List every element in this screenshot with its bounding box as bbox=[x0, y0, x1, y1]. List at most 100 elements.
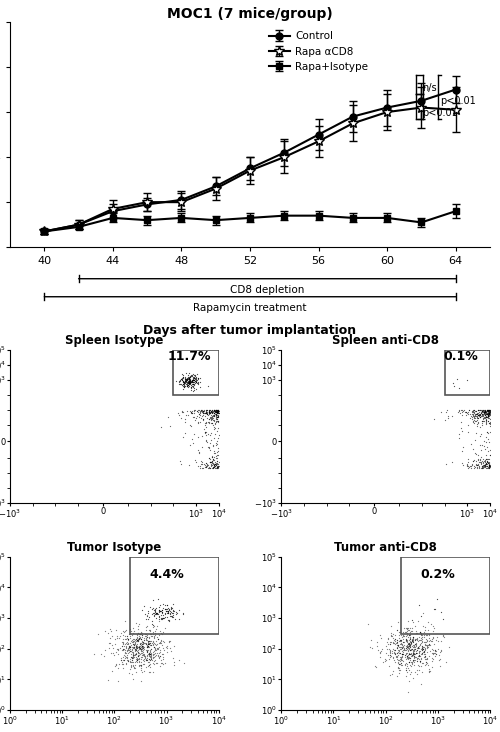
Point bbox=[214, 405, 222, 417]
Point bbox=[400, 643, 408, 655]
Point bbox=[418, 642, 426, 654]
Point bbox=[472, 419, 480, 430]
Point bbox=[417, 643, 425, 654]
Point bbox=[158, 629, 166, 640]
Point bbox=[481, 460, 489, 472]
Point bbox=[136, 629, 144, 640]
Point bbox=[119, 644, 127, 656]
Point bbox=[433, 594, 441, 605]
Point bbox=[185, 375, 193, 386]
Point bbox=[476, 411, 484, 423]
Point bbox=[152, 657, 160, 668]
Point bbox=[212, 438, 220, 450]
Point bbox=[179, 376, 187, 387]
Point bbox=[134, 635, 142, 647]
Point bbox=[130, 635, 138, 647]
Point bbox=[150, 641, 158, 653]
Point bbox=[150, 658, 158, 670]
Point bbox=[397, 638, 405, 650]
Point bbox=[482, 449, 490, 461]
Point bbox=[135, 657, 143, 668]
Point bbox=[134, 651, 142, 662]
Point bbox=[482, 408, 490, 419]
Point bbox=[158, 606, 166, 618]
Point bbox=[130, 646, 138, 658]
Point bbox=[129, 660, 137, 671]
Point bbox=[214, 408, 222, 419]
Title: Spleen Isotype: Spleen Isotype bbox=[65, 334, 164, 347]
Point bbox=[159, 610, 167, 621]
Point bbox=[482, 418, 490, 430]
Point bbox=[156, 605, 164, 617]
Point bbox=[444, 642, 452, 654]
Point bbox=[188, 407, 196, 419]
Point bbox=[136, 632, 143, 644]
Point bbox=[479, 414, 487, 425]
Point bbox=[437, 646, 445, 657]
Point bbox=[154, 637, 162, 649]
Point bbox=[416, 649, 424, 660]
Point bbox=[394, 670, 402, 681]
Point bbox=[408, 654, 416, 665]
Point bbox=[430, 622, 438, 634]
Point bbox=[214, 462, 222, 474]
Point bbox=[149, 619, 157, 631]
Point bbox=[210, 458, 218, 470]
Point bbox=[187, 376, 195, 387]
Point bbox=[129, 641, 137, 653]
Point bbox=[184, 376, 192, 388]
Point bbox=[432, 651, 440, 662]
Point bbox=[122, 624, 130, 635]
Point bbox=[485, 454, 493, 466]
Point bbox=[482, 458, 490, 469]
Point bbox=[484, 409, 492, 421]
Point bbox=[377, 632, 385, 643]
Point bbox=[162, 621, 170, 633]
Point bbox=[111, 660, 119, 672]
Point bbox=[431, 603, 439, 615]
Point bbox=[386, 649, 394, 661]
Point bbox=[398, 645, 406, 657]
Point bbox=[458, 409, 466, 421]
Point bbox=[426, 619, 434, 630]
Point bbox=[421, 636, 429, 648]
Point bbox=[478, 462, 486, 474]
Legend: Control, Rapa αCD8, Rapa+Isotype: Control, Rapa αCD8, Rapa+Isotype bbox=[265, 27, 372, 76]
Point bbox=[189, 373, 197, 384]
Point bbox=[430, 632, 438, 643]
Point bbox=[186, 373, 194, 385]
Point bbox=[211, 462, 219, 474]
Point bbox=[396, 635, 404, 646]
Point bbox=[211, 422, 219, 434]
Point bbox=[484, 415, 492, 427]
Point bbox=[392, 656, 400, 668]
Point bbox=[482, 407, 490, 419]
Point bbox=[422, 654, 430, 665]
Point bbox=[214, 407, 222, 419]
Point bbox=[478, 408, 486, 419]
Point bbox=[482, 406, 490, 418]
Point bbox=[396, 658, 404, 670]
Point bbox=[412, 646, 420, 657]
Point bbox=[475, 410, 483, 422]
Point bbox=[471, 434, 479, 446]
Point bbox=[178, 379, 186, 391]
Point bbox=[198, 456, 206, 468]
Point bbox=[418, 646, 426, 658]
Point bbox=[386, 648, 394, 660]
Point bbox=[484, 412, 492, 424]
Point bbox=[432, 634, 440, 646]
Point bbox=[393, 624, 401, 636]
Point bbox=[179, 378, 187, 389]
Point bbox=[190, 379, 198, 391]
Point bbox=[148, 618, 156, 630]
Point bbox=[206, 461, 214, 473]
Point bbox=[409, 644, 417, 656]
Point bbox=[480, 405, 488, 417]
Point bbox=[208, 410, 216, 422]
Point bbox=[144, 637, 152, 649]
Point bbox=[436, 635, 444, 647]
Point bbox=[136, 632, 143, 643]
Point bbox=[187, 376, 195, 388]
Point bbox=[418, 633, 426, 645]
